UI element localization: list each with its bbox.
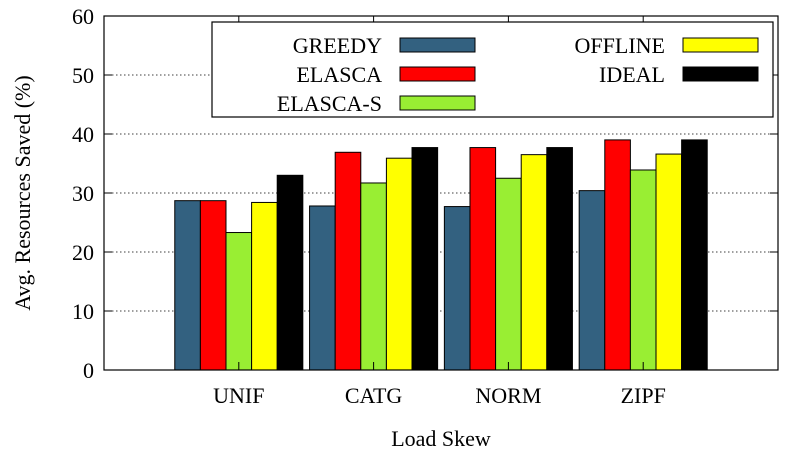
legend-label: GREEDY: [293, 33, 382, 58]
y-tick-label: 0: [83, 358, 94, 383]
bar-elasca-s: [629, 169, 657, 371]
bar-greedy: [578, 190, 606, 371]
legend-label: IDEAL: [599, 62, 665, 87]
bar-elasca-s: [360, 182, 387, 371]
y-tick-label: 60: [72, 4, 94, 29]
y-tick-label: 30: [72, 181, 94, 206]
y-tick-label: 10: [72, 299, 94, 324]
bar-elasca: [469, 147, 497, 371]
bar-offline: [655, 153, 683, 371]
legend-swatch-elasca-s: [399, 95, 476, 111]
y-tick-label: 50: [72, 63, 94, 88]
bar-elasca-s: [495, 177, 522, 371]
x-tick-label: NORM: [475, 383, 541, 408]
bar-elasca: [199, 200, 227, 371]
legend-swatch-ideal: [682, 66, 759, 82]
bar-ideal: [546, 147, 573, 371]
x-tick-label: ZIPF: [621, 383, 666, 408]
bar-offline: [385, 157, 413, 371]
y-axis-label: Avg. Resources Saved (%): [10, 75, 35, 310]
legend-swatch-elasca: [399, 66, 476, 82]
bar-elasca-s: [225, 232, 253, 371]
plot-frame: [103, 15, 779, 371]
bar-greedy: [174, 200, 201, 371]
legend-label: ELASCA-S: [277, 91, 382, 116]
x-tick-label: UNIF: [213, 383, 264, 408]
bar-offline: [520, 154, 548, 371]
legend-label: OFFLINE: [575, 33, 665, 58]
bar-ideal: [681, 139, 708, 371]
legend-swatch-offline: [682, 37, 759, 53]
bar-ideal: [276, 174, 304, 371]
legend-label: ELASCA: [296, 62, 382, 87]
legend-box: [211, 21, 774, 118]
legend-swatch-greedy: [399, 37, 476, 53]
x-tick-label: CATG: [345, 383, 403, 408]
bar-greedy: [309, 205, 336, 371]
legend: GREEDY ELASCA ELASCA-S OFFLINE IDEAL: [211, 21, 774, 118]
x-axis-label: Load Skew: [391, 426, 491, 451]
bar-greedy: [443, 206, 471, 371]
axes: 0 10 20 30 40 50 60 UNIF CATG NORM ZIPF: [72, 4, 779, 408]
bar-elasca: [604, 139, 631, 371]
y-tick-label: 40: [72, 122, 94, 147]
bar-ideal: [411, 147, 439, 371]
bars: [174, 139, 708, 371]
bar-elasca: [334, 151, 362, 371]
y-tick-label: 20: [72, 240, 94, 265]
bar-offline: [251, 201, 278, 371]
